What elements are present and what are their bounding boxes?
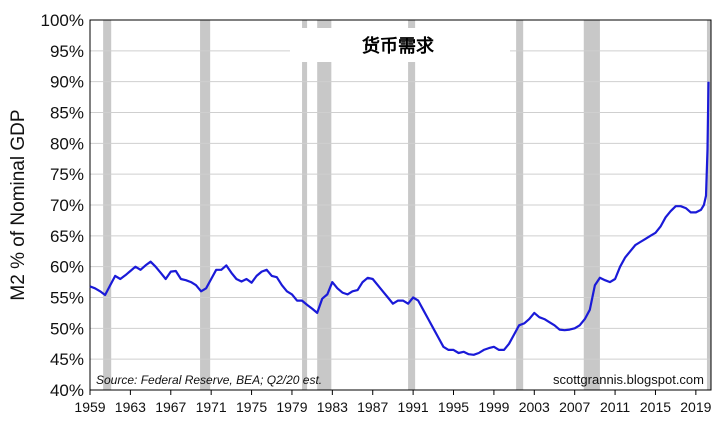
y-tick-label: 70% [50, 196, 84, 215]
gridlines [90, 19, 711, 391]
chart-title: 货币需求 [362, 35, 435, 57]
y-tick-label: 50% [50, 319, 84, 338]
credit-text: scottgrannis.blogspot.com [553, 372, 704, 387]
x-tick-label: 1987 [357, 399, 388, 415]
y-tick-label: 80% [50, 134, 84, 153]
y-tick-label: 85% [50, 104, 84, 123]
series-line-m2-gdp [89, 81, 710, 356]
y-tick-label: 65% [50, 227, 84, 246]
y-tick-label: 60% [50, 258, 84, 277]
x-tick-label: 1983 [317, 399, 348, 415]
y-tick-label: 40% [50, 381, 84, 400]
x-tick-label: 1995 [438, 399, 469, 415]
x-tick-label: 1979 [276, 399, 307, 415]
x-tick-label: 2003 [519, 399, 550, 415]
x-tick-label: 1959 [74, 399, 105, 415]
x-tick-label: 1999 [478, 399, 509, 415]
source-note: Source: Federal Reserve, BEA; Q2/20 est. [96, 373, 322, 387]
y-tick-label: 100% [41, 11, 84, 30]
y-axis-label: M2 % of Nominal GDP [8, 109, 29, 300]
x-tick-label: 1963 [115, 399, 146, 415]
x-tick-label: 1991 [398, 399, 429, 415]
x-axis-ticks: 1959 1963 1967 1971 1975 1979 1983 1987 1991 1995… [74, 390, 712, 415]
y-tick-label: 45% [50, 350, 84, 369]
x-tick-label: 1975 [236, 399, 267, 415]
y-axis-ticks: 40% 45% 50% 55% 60% 65% 70% 75% 80% 85% 90% 95% 100% [41, 11, 84, 400]
x-tick-label: 1967 [155, 399, 186, 415]
y-tick-label: 55% [50, 289, 84, 308]
plot-frame [89, 19, 712, 391]
y-tick-label: 95% [50, 42, 84, 61]
title-backdrop [290, 28, 510, 62]
x-tick-label: 2019 [680, 399, 711, 415]
x-tick-label: 2015 [640, 399, 671, 415]
y-tick-label: 75% [50, 165, 84, 184]
y-tick-label: 90% [50, 73, 84, 92]
x-tick-label: 1971 [196, 399, 227, 415]
x-tick-label: 2007 [559, 399, 590, 415]
x-tick-label: 2011 [600, 399, 630, 415]
